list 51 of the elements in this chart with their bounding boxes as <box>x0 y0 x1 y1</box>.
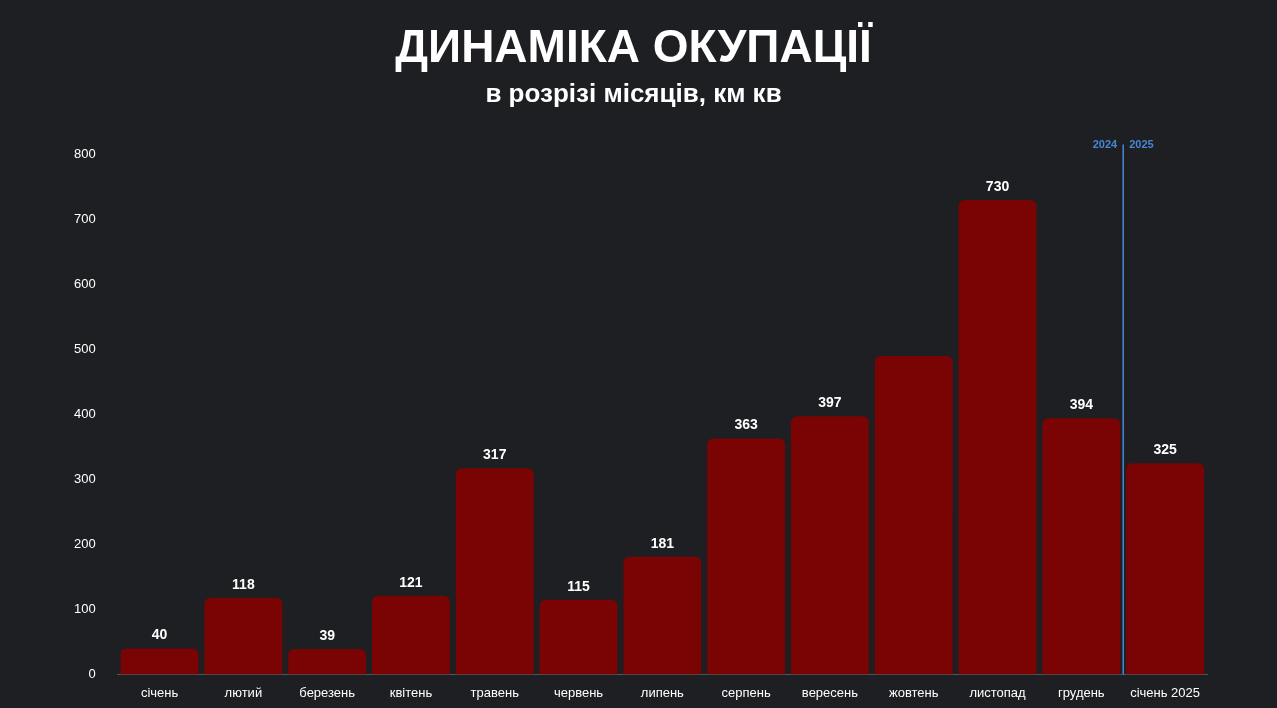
x-tick-label: вересень <box>801 684 859 700</box>
y-tick-label: 300 <box>73 470 96 486</box>
data-label: 181 <box>650 534 675 551</box>
y-tick-label: 0 <box>88 665 96 681</box>
x-tick-label: травень <box>470 684 520 700</box>
bar <box>120 648 199 675</box>
data-label: 325 <box>1153 441 1177 458</box>
chart-title: ДИНАМІКА ОКУПАЦІЇ <box>395 20 874 73</box>
x-tick-label: грудень <box>1057 684 1105 700</box>
bar <box>539 599 618 675</box>
x-tick-label: квітень <box>389 684 433 700</box>
chart-subtitle: в розрізі місяців, км кв <box>485 77 782 108</box>
data-label: 121 <box>399 573 423 590</box>
bar <box>204 597 283 675</box>
bar <box>372 595 450 675</box>
bar <box>707 438 786 675</box>
x-tick-label: січень <box>140 684 179 700</box>
data-label: 39 <box>319 626 336 643</box>
data-label: 317 <box>483 446 507 463</box>
x-tick-label: січень 2025 <box>1130 684 1201 700</box>
x-tick-label: листопад <box>969 684 1027 700</box>
data-label: 397 <box>818 394 842 411</box>
data-label: 118 <box>232 575 255 592</box>
data-label: 394 <box>1069 396 1094 413</box>
data-label: 730 <box>985 177 1010 194</box>
bar <box>623 556 702 675</box>
x-tick-label: лютий <box>224 684 263 700</box>
bar <box>790 416 869 675</box>
y-tick-label: 200 <box>73 535 96 551</box>
y-tick-label: 500 <box>73 340 96 356</box>
y-tick-label: 400 <box>73 405 96 421</box>
bar <box>958 199 1037 675</box>
ref-line-label: 2025 <box>1129 137 1154 150</box>
x-tick-label: березень <box>299 684 356 700</box>
data-label: 40 <box>151 626 168 643</box>
bar <box>1126 463 1205 675</box>
x-tick-label: серпень <box>721 684 771 700</box>
bar <box>1042 418 1121 675</box>
y-tick-label: 600 <box>73 275 96 291</box>
data-label: 363 <box>734 416 759 433</box>
y-tick-label: 700 <box>73 210 96 226</box>
data-label: 115 <box>567 577 591 594</box>
bar <box>874 355 953 675</box>
x-tick-label: червень <box>553 684 604 700</box>
y-tick-label: 100 <box>73 600 96 616</box>
text: 2024 <box>1092 137 1119 150</box>
x-tick-label: жовтень <box>888 684 939 700</box>
bar <box>455 468 534 675</box>
x-tick-label: липень <box>640 684 685 700</box>
bar <box>288 649 367 675</box>
y-tick-label: 800 <box>73 145 96 161</box>
